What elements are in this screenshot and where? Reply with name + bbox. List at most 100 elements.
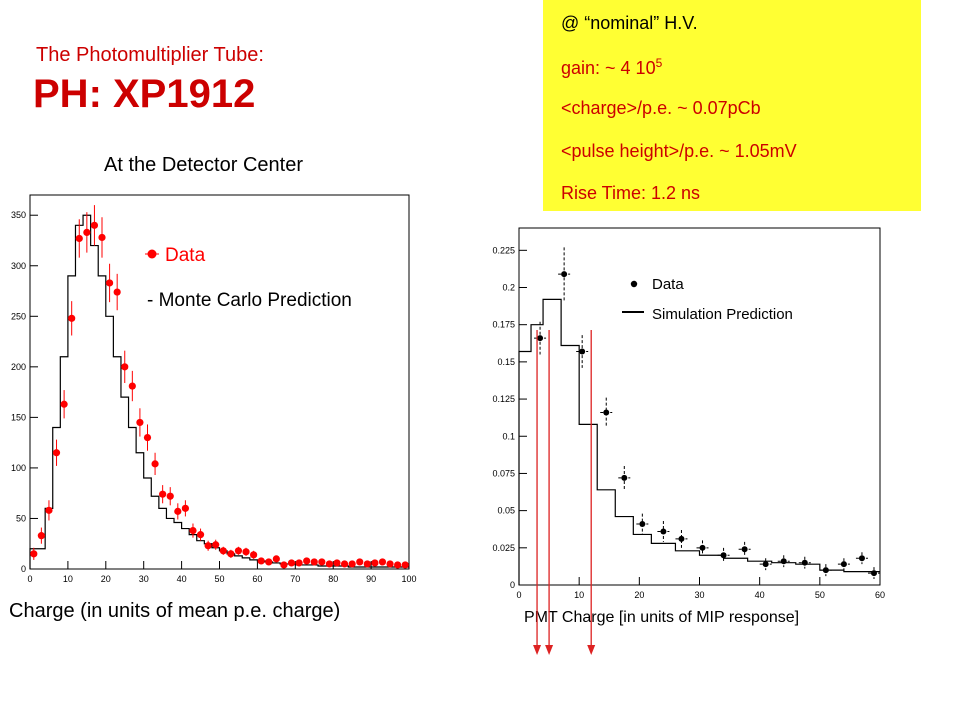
data-point — [265, 558, 273, 566]
x-tick-label: 10 — [574, 590, 584, 600]
data-point — [143, 433, 152, 442]
x-tick-label: 60 — [252, 574, 262, 584]
data-point — [128, 382, 136, 390]
left-chart-xlabel: Charge (in units of mean p.e. charge) — [9, 600, 341, 622]
data-point — [272, 555, 280, 563]
x-tick-label: 0 — [27, 574, 32, 584]
marker-arrow-head — [545, 645, 554, 655]
data-point — [204, 542, 212, 550]
x-tick-label: 30 — [139, 574, 149, 584]
data-point — [660, 528, 667, 535]
left-charge-histogram: 0 50 100 150 200 250 300 350 0 10 20 30 40 50 60 70 80 90… — [11, 194, 417, 584]
plot-frame — [518, 227, 881, 586]
data-point — [822, 567, 829, 574]
data-point — [159, 490, 167, 498]
x-tick-label: 50 — [214, 574, 224, 584]
marker-arrow-head — [587, 645, 596, 655]
data-point — [340, 560, 349, 568]
x-tick-label: 40 — [177, 574, 187, 584]
data-point — [30, 550, 38, 558]
right-chart-xlabel: PMT Charge [in units of MIP response] — [524, 609, 799, 626]
data-point — [371, 559, 379, 567]
data-point — [401, 561, 409, 569]
x-tick-label: 70 — [290, 574, 300, 584]
data-point — [52, 449, 61, 457]
data-point — [219, 547, 227, 555]
data-point — [166, 492, 174, 500]
y-tick-label: 350 — [11, 210, 26, 220]
data-point — [579, 348, 586, 355]
data-point — [189, 526, 197, 535]
data-point — [678, 535, 685, 542]
data-point — [113, 288, 121, 296]
legend-data-marker — [630, 280, 638, 288]
data-point — [378, 558, 387, 566]
y-tick-label: 50 — [16, 513, 26, 523]
prediction-series-line — [29, 214, 409, 569]
data-point — [287, 559, 296, 567]
marker-arrow-head — [533, 645, 542, 655]
x-tick-label: 60 — [875, 590, 885, 600]
y-tick-label: 0.1 — [502, 431, 515, 441]
page-title: PH: XP1912 — [33, 72, 256, 116]
pmt-specs-box: @ “nominal” H.V. gain: ~ 4 105 <charge>/… — [543, 0, 921, 211]
spec-rise-time: Rise Time: 1.2 ns — [561, 183, 701, 203]
data-point — [151, 460, 159, 468]
data-point — [83, 228, 91, 236]
y-tick-label: 0.125 — [492, 394, 515, 404]
data-point — [196, 531, 205, 539]
data-point — [234, 547, 243, 555]
x-tick-label: 80 — [328, 574, 338, 584]
y-tick-label: 0.025 — [492, 543, 515, 553]
legend-data-label: Data — [165, 245, 206, 266]
y-tick-label: 250 — [11, 311, 26, 321]
x-tick-label: 50 — [815, 590, 825, 600]
data-point — [136, 418, 144, 427]
data-point — [639, 521, 646, 528]
y-tick-label: 0.2 — [502, 283, 515, 293]
data-point — [699, 544, 706, 551]
y-tick-label: 0 — [21, 564, 26, 574]
data-point — [537, 335, 544, 342]
data-point — [603, 409, 610, 416]
y-tick-label: 0.175 — [492, 320, 515, 330]
y-tick-label: 0 — [510, 580, 515, 590]
data-point — [37, 532, 45, 540]
y-tick-label: 0.075 — [492, 468, 515, 478]
data-point — [98, 233, 106, 242]
data-point — [174, 507, 182, 515]
data-point — [45, 506, 53, 514]
data-point — [250, 551, 258, 559]
data-point — [840, 561, 847, 568]
data-point — [303, 557, 311, 565]
data-point — [356, 558, 364, 566]
y-tick-label: 150 — [11, 412, 26, 422]
data-point — [333, 559, 341, 567]
spec-voltage: @ “nominal” H.V. — [561, 13, 698, 33]
y-tick-label: 0.05 — [497, 506, 515, 516]
data-point — [295, 559, 303, 567]
data-point — [348, 560, 356, 568]
legend-prediction-label: Simulation Prediction — [652, 306, 793, 323]
x-tick-label: 10 — [63, 574, 73, 584]
page-subtitle: The Photomultiplier Tube: — [36, 44, 264, 66]
data-point — [242, 548, 250, 556]
y-tick-label: 0.15 — [497, 357, 515, 367]
spec-gain: gain: ~ 4 105 — [561, 56, 663, 78]
data-point — [68, 314, 76, 322]
data-point — [310, 558, 318, 566]
legend-data-label: Data — [652, 276, 684, 293]
legend-prediction-label: - Monte Carlo Prediction — [147, 290, 352, 311]
data-point — [227, 550, 235, 558]
data-point — [561, 271, 568, 278]
data-point — [621, 474, 628, 481]
data-point — [762, 561, 769, 568]
data-point — [858, 555, 865, 562]
x-tick-label: 90 — [366, 574, 376, 584]
x-tick-label: 20 — [634, 590, 644, 600]
data-point — [60, 400, 68, 408]
x-tick-label: 100 — [401, 574, 416, 584]
data-point — [363, 560, 371, 568]
y-tick-label: 100 — [11, 463, 26, 473]
y-tick-label: 300 — [11, 261, 26, 271]
